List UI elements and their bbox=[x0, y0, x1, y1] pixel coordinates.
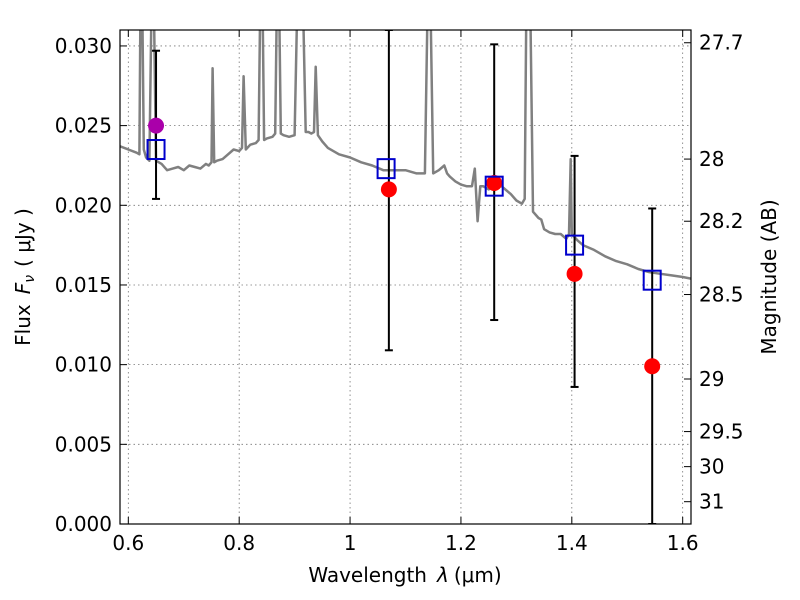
x-tick-label: 1.4 bbox=[556, 531, 588, 555]
model-photometry-square bbox=[565, 234, 585, 256]
axis-ticks: 0.6 0.8 1 1.2 1.4 1.6 0.000 0.005 0.010 0.015 0.02… bbox=[55, 30, 744, 555]
x-tick-label: 0.6 bbox=[112, 531, 144, 555]
y-tick-label: 0.010 bbox=[55, 353, 112, 377]
model-photometry-square bbox=[146, 139, 166, 161]
x-tick-label: 1 bbox=[344, 531, 357, 555]
y2-tick-label: 29.5 bbox=[699, 420, 744, 444]
observed-flux-point bbox=[380, 181, 397, 198]
y2-axis-label: Magnitude (AB) bbox=[757, 199, 781, 354]
x-tick-label: 0.8 bbox=[223, 531, 255, 555]
y-tick-label: 0.005 bbox=[55, 432, 112, 456]
y2-tick-label: 27.7 bbox=[699, 31, 744, 55]
y-axis-label: FluxFν( μJy ) bbox=[11, 208, 38, 346]
y-tick-label: 0.030 bbox=[55, 34, 112, 58]
plot-area bbox=[120, 30, 691, 524]
y2-tick-label: 28.2 bbox=[699, 209, 744, 233]
x-tick-label: 1.6 bbox=[667, 531, 699, 555]
observed-flux-point bbox=[148, 117, 165, 134]
y2-tick-label: 28.5 bbox=[699, 283, 744, 307]
y-tick-label: 0.020 bbox=[55, 193, 112, 217]
y2-tick-label: 30 bbox=[699, 455, 724, 479]
observed-flux-point bbox=[486, 174, 503, 191]
y-tick-label: 0.000 bbox=[55, 512, 112, 536]
x-axis-label: Wavelength λ (μm) bbox=[308, 563, 501, 587]
observed-flux-point bbox=[566, 265, 583, 282]
y2-tick-label: 31 bbox=[699, 490, 724, 514]
plot-frame bbox=[119, 29, 692, 525]
y-tick-label: 0.015 bbox=[55, 273, 112, 297]
model-photometry-square bbox=[484, 175, 504, 197]
y2-tick-label: 28 bbox=[699, 147, 724, 171]
model-photometry-square bbox=[642, 269, 662, 291]
y2-tick-label: 29 bbox=[699, 367, 724, 391]
observed-flux-point bbox=[644, 358, 661, 375]
model-spectrum-line bbox=[120, 30, 691, 280]
x-tick-label: 1.2 bbox=[445, 531, 477, 555]
y-tick-label: 0.025 bbox=[55, 114, 112, 138]
model-photometry-square bbox=[376, 158, 396, 180]
